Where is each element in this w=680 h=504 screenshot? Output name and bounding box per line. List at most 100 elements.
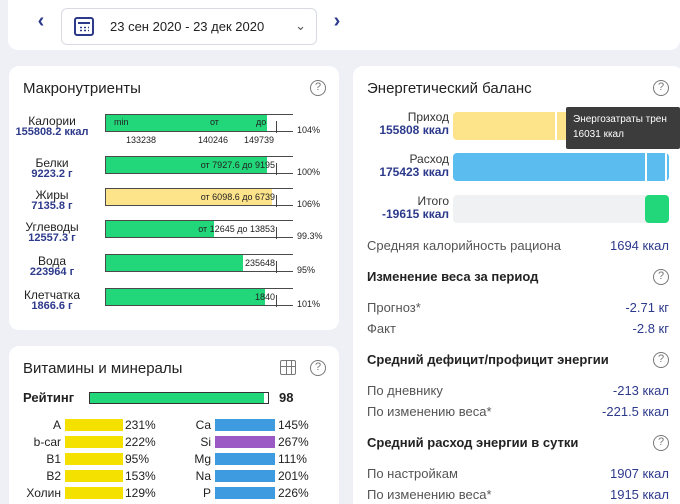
bar-divider xyxy=(645,153,647,181)
daily-expense-title: Средний расход энергии в сутки xyxy=(367,435,579,450)
income-value: 155808 ккал xyxy=(379,123,449,137)
macro-header-value-from: 140246 xyxy=(198,135,229,145)
macro-bar[interactable]: min от до 133238 140246 149739 xyxy=(105,114,293,145)
expense-bar[interactable] xyxy=(453,153,669,181)
chevron-right-icon[interactable]: › xyxy=(333,10,341,32)
chevron-down-icon: ⌄ xyxy=(295,18,306,33)
by-weight2-label: По изменению веса* xyxy=(367,487,492,502)
nutrient-bar[interactable] xyxy=(65,470,123,482)
by-diary-value: -213 ккал xyxy=(612,383,669,398)
macro-percent: 106% xyxy=(297,199,321,209)
macro-bar[interactable]: 235648 xyxy=(105,254,293,273)
macro-header-value-to: 149739 xyxy=(244,135,275,145)
calendar-icon xyxy=(74,17,94,36)
bar-divider xyxy=(555,112,557,140)
range-tick xyxy=(276,195,277,207)
nutrient-percent: 145% xyxy=(278,418,309,432)
nutrient-percent: 226% xyxy=(278,486,309,500)
macro-bar[interactable]: 1840 xyxy=(105,288,293,307)
bar-divider xyxy=(665,153,667,181)
nutrient-label: Si xyxy=(200,435,211,449)
chevron-left-icon[interactable]: ‹ xyxy=(37,10,45,32)
nutrient-bar[interactable] xyxy=(65,436,123,448)
date-range-text: 23 сен 2020 - 23 дек 2020 xyxy=(110,19,265,34)
range-tick xyxy=(276,227,277,239)
macro-name: Жиры xyxy=(35,188,69,202)
table-grid-icon[interactable] xyxy=(280,360,296,375)
help-icon[interactable]: ? xyxy=(653,269,669,285)
nutrient-bar[interactable] xyxy=(65,419,123,431)
energy-balance-card: Энергетический баланс ? Приход 155808 кк… xyxy=(353,66,680,504)
by-settings-value: 1907 ккал xyxy=(609,466,669,481)
macro-bar-fill xyxy=(106,115,267,131)
macro-bar-fill xyxy=(106,189,273,205)
macro-bar[interactable]: от 7927.6 до 9195 xyxy=(105,156,293,175)
macro-bar[interactable]: от 6098.6 до 6739 xyxy=(105,188,293,207)
macro-bar-fill xyxy=(106,289,265,305)
nutrient-percent: 153% xyxy=(125,469,156,483)
total-bar[interactable] xyxy=(453,195,669,223)
range-tick xyxy=(276,261,277,273)
macro-name: Белки xyxy=(35,156,69,170)
nutrient-bar[interactable] xyxy=(65,453,123,465)
income-label: Приход xyxy=(407,110,449,124)
macro-bar-fill xyxy=(106,157,267,173)
rating-bar-fill xyxy=(90,393,265,403)
expense-label: Расход xyxy=(409,152,449,166)
help-icon[interactable]: ? xyxy=(653,435,669,451)
nutrient-bar[interactable] xyxy=(215,470,275,482)
by-weight-value: -221.5 ккал xyxy=(602,404,669,419)
macro-name: Калории xyxy=(28,114,76,128)
by-weight-label: По изменению веса* xyxy=(367,404,492,419)
nutrient-bar[interactable] xyxy=(65,487,123,499)
macro-percent: 101% xyxy=(297,299,321,309)
avg-cal-value: 1694 ккал xyxy=(609,238,669,253)
by-diary-label: По дневнику xyxy=(367,383,443,398)
forecast-value: -2.71 кг xyxy=(625,300,669,315)
macro-header-to: до xyxy=(256,117,267,127)
nutrient-label: B1 xyxy=(46,452,61,466)
income-label-block: Приход 155808 ккал xyxy=(365,111,449,137)
macro-percent: 99.3% xyxy=(297,231,323,241)
macro-percent: 104% xyxy=(297,125,321,135)
nutrient-percent: 111% xyxy=(278,452,307,466)
nutrient-percent: 129% xyxy=(125,486,156,500)
nutrient-label: Mg xyxy=(194,452,211,466)
weight-change-title: Изменение веса за период xyxy=(367,269,539,284)
range-tick xyxy=(276,163,277,175)
nutrient-percent: 95% xyxy=(125,452,150,466)
nutrient-percent: 267% xyxy=(278,435,309,449)
nutrient-label: Ca xyxy=(195,418,211,432)
help-icon[interactable]: ? xyxy=(653,352,669,368)
nutrient-bar[interactable] xyxy=(215,419,275,431)
macro-header-min: min xyxy=(114,117,129,127)
total-label-block: Итого -19615 ккал xyxy=(365,195,449,221)
help-icon[interactable]: ? xyxy=(310,360,326,376)
fact-label: Факт xyxy=(367,321,396,336)
nutrient-bar[interactable] xyxy=(215,487,275,499)
nutrient-percent: 222% xyxy=(125,435,156,449)
help-icon[interactable]: ? xyxy=(653,80,669,96)
energy-tooltip: Энергозатраты трен 16031 ккал xyxy=(566,107,680,149)
expense-label-block: Расход 175423 ккал xyxy=(365,153,449,179)
energy-title: Энергетический баланс xyxy=(367,80,532,97)
nutrient-bar[interactable] xyxy=(215,436,275,448)
macro-label-block: Белки 9223.2 г xyxy=(9,156,95,180)
rating-value: 98 xyxy=(279,390,294,405)
nutrient-label: P xyxy=(202,486,211,500)
nutrient-label: Na xyxy=(195,469,211,483)
macro-value: 12557.3 г xyxy=(28,232,76,244)
vitamins-title: Витамины и минералы xyxy=(23,360,183,377)
rating-bar xyxy=(89,392,269,404)
macro-label-block: Клетчатка 1866.6 г xyxy=(9,288,95,312)
range-tick xyxy=(276,295,277,307)
date-range-bar: ‹ 23 сен 2020 - 23 дек 2020 ⌄ › xyxy=(8,0,680,50)
macro-bar[interactable]: от 12645 до 13853 xyxy=(105,220,293,239)
help-icon[interactable]: ? xyxy=(310,80,326,96)
date-range-picker[interactable]: 23 сен 2020 - 23 дек 2020 ⌄ xyxy=(61,8,317,45)
total-value: -19615 ккал xyxy=(381,207,449,221)
macro-name: Углеводы xyxy=(25,220,79,234)
macro-name: Клетчатка xyxy=(23,288,81,302)
macro-bar-fill xyxy=(106,221,215,237)
nutrient-bar[interactable] xyxy=(215,453,275,465)
